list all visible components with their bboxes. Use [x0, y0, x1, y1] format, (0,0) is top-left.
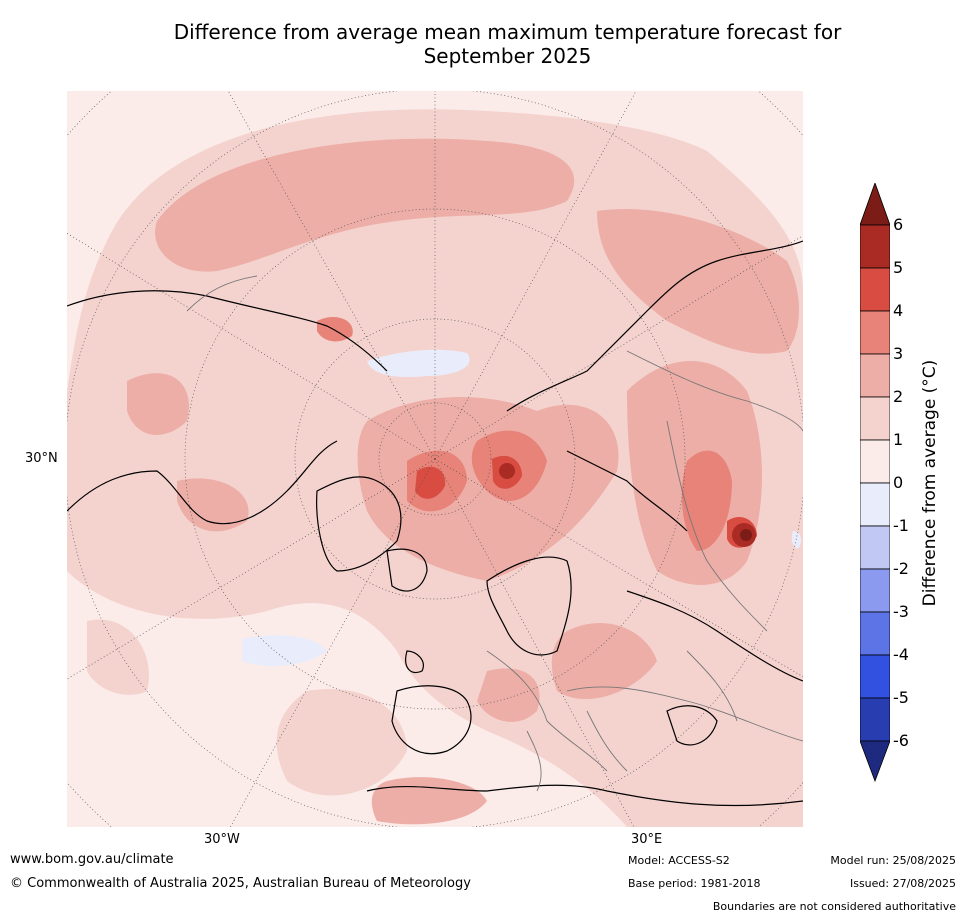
- colorbar-tick: 2: [893, 387, 904, 406]
- colorbar-band-5-6: [859, 224, 891, 269]
- colorbar-bands: [859, 224, 891, 742]
- colorbar-tick: 3: [893, 344, 904, 363]
- anomaly-layer-negative-0-1: [242, 349, 802, 667]
- colorbar-tick: 1: [893, 430, 904, 449]
- model-run-info: Model run: 25/08/2025: [830, 854, 956, 867]
- colorbar-band-neg2-neg1: [859, 525, 891, 570]
- title-line-2: September 2025: [423, 44, 592, 68]
- colorbar-extend-high: [859, 181, 891, 226]
- base-period-info: Base period: 1981-2018: [628, 877, 761, 890]
- colorbar-label: Difference from average (°C): [920, 359, 940, 607]
- colorbar-band-neg1-0: [859, 482, 891, 527]
- model-info: Model: ACCESS-S2: [628, 854, 730, 867]
- colorbar-band-2-3: [859, 353, 891, 398]
- chart-title: Difference from average mean maximum tem…: [100, 20, 915, 68]
- coastlines: [67, 240, 803, 807]
- colorbar-band-neg5-neg4: [859, 654, 891, 699]
- colorbar-tick: -5: [893, 688, 909, 707]
- lon-label-30w: 30°W: [204, 832, 240, 847]
- colorbar-band-neg4-neg3: [859, 611, 891, 656]
- forecast-map[interactable]: [67, 91, 803, 827]
- issued-info: Issued: 27/08/2025: [849, 877, 956, 890]
- colorbar-tick: 0: [893, 473, 904, 492]
- colorbar-tick: -2: [893, 559, 909, 578]
- colorbar-tick: -6: [893, 731, 909, 750]
- disclaimer-text: Boundaries are not considered authoritat…: [712, 900, 956, 913]
- colorbar-band-neg3-neg2: [859, 568, 891, 613]
- lon-label-30e: 30°E: [631, 832, 663, 847]
- colorbar-tick: -3: [893, 602, 909, 621]
- colorbar-band-0-1: [859, 439, 891, 484]
- title-line-1: Difference from average mean maximum tem…: [173, 20, 842, 44]
- country-borders: [186, 275, 803, 792]
- colorbar: [859, 181, 891, 787]
- graticule: [67, 91, 803, 827]
- colorbar-band-3-4: [859, 310, 891, 355]
- colorbar-band-1-2: [859, 396, 891, 441]
- colorbar-tick: -4: [893, 645, 909, 664]
- colorbar-tick: -1: [893, 516, 909, 535]
- colorbar-tick: 6: [893, 215, 904, 234]
- lat-label-30n: 30°N: [25, 451, 58, 466]
- copyright-text: © Commonwealth of Australia 2025, Austra…: [10, 876, 471, 891]
- anomaly-peak-above-6: [740, 529, 752, 541]
- colorbar-band-neg6-neg5: [859, 697, 891, 742]
- website-link[interactable]: www.bom.gov.au/climate: [10, 852, 174, 867]
- colorbar-tick: 4: [893, 301, 904, 320]
- map-canvas: [67, 91, 803, 827]
- colorbar-band-4-5: [859, 267, 891, 312]
- colorbar-svg: [859, 181, 891, 783]
- colorbar-extend-low: [859, 740, 891, 783]
- colorbar-ticks: 6 5 4 3 2 1 0 -1 -2 -3 -4 -5 -6: [893, 183, 933, 783]
- colorbar-tick: 5: [893, 258, 904, 277]
